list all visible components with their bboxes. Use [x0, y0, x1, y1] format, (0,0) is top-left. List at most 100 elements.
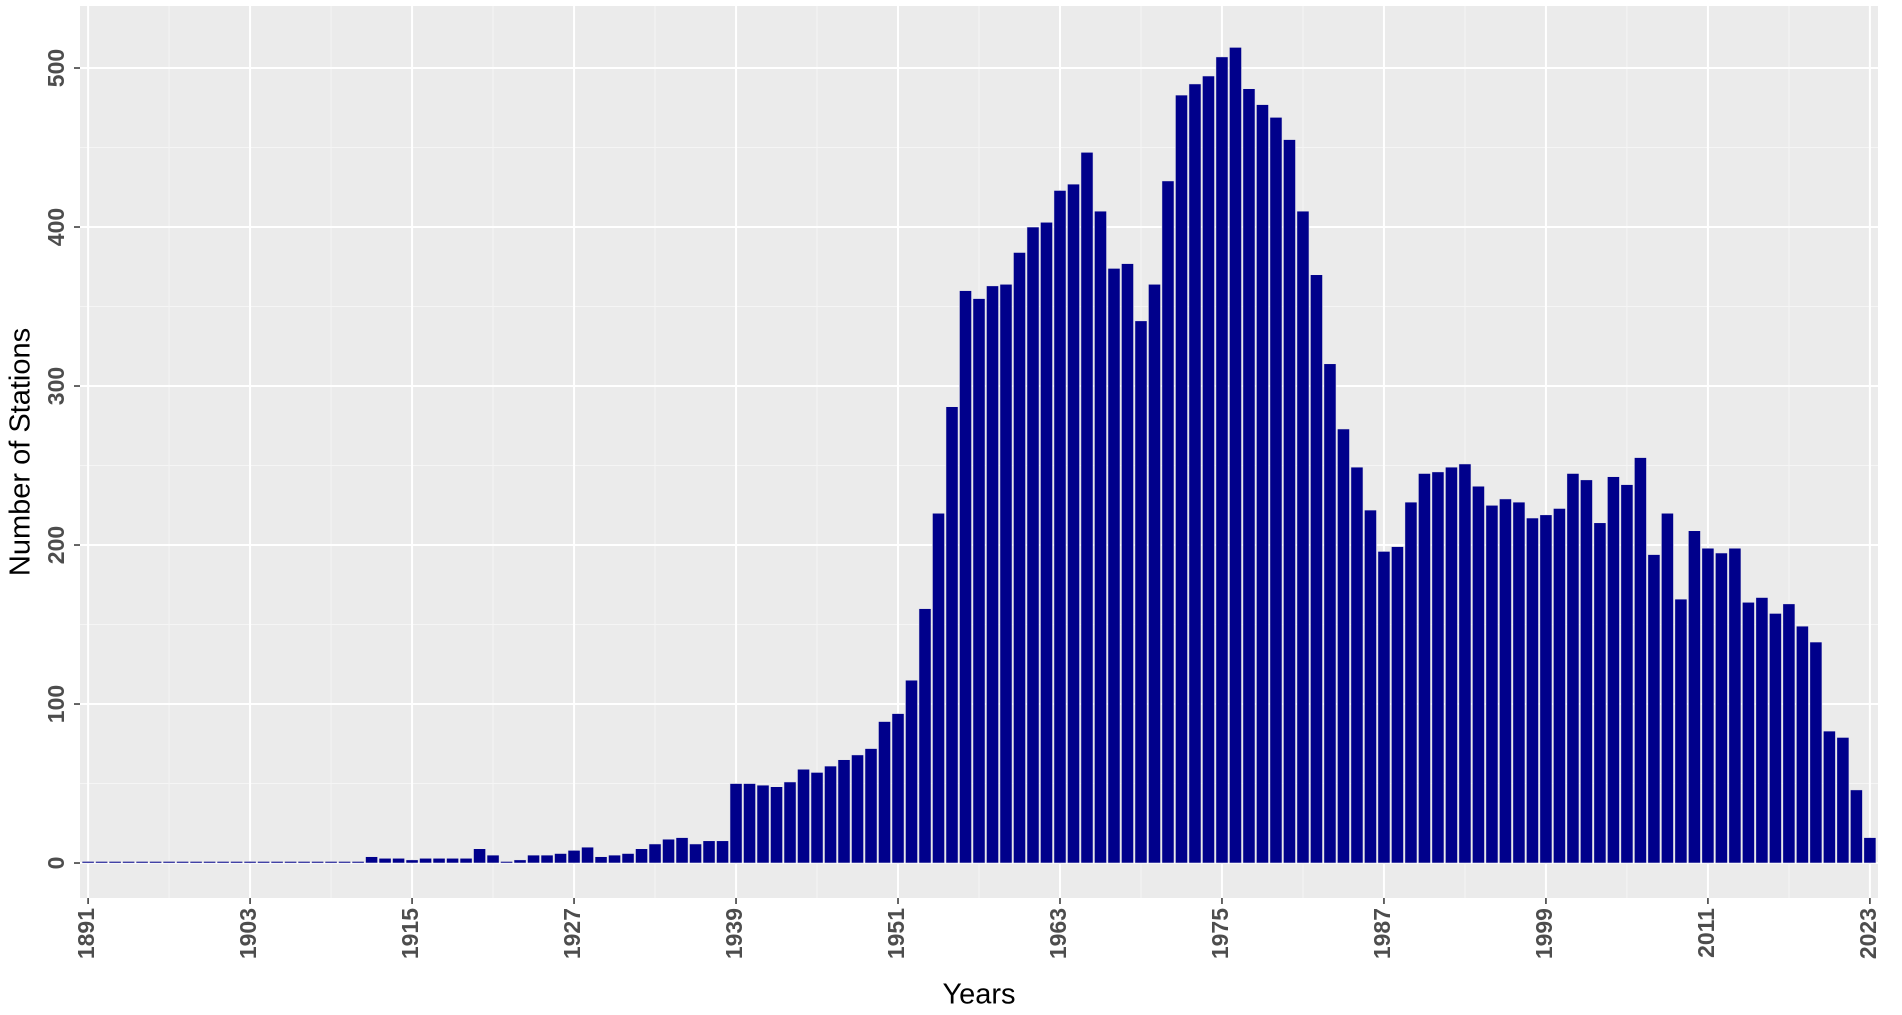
x-axis-title: Years [942, 979, 1015, 1011]
bar [162, 861, 176, 864]
bar [1647, 554, 1661, 864]
bar [918, 608, 932, 864]
bar [689, 843, 702, 864]
bar [1188, 83, 1202, 864]
bar [95, 861, 108, 864]
bar [1499, 498, 1512, 864]
bar [905, 679, 918, 864]
bar [1620, 484, 1634, 864]
bar [1701, 547, 1715, 864]
y-tick-label: 0 [43, 857, 69, 870]
bar [1580, 479, 1593, 864]
bar [257, 861, 270, 864]
bar [1661, 512, 1674, 864]
bar [1067, 183, 1080, 864]
bar [189, 861, 203, 864]
bar [1026, 226, 1040, 864]
bar [1445, 466, 1458, 864]
bar [1728, 547, 1742, 864]
bar [972, 298, 986, 864]
bar [824, 765, 837, 864]
bar [1769, 613, 1782, 864]
bar [797, 768, 810, 864]
x-tick-label: 2023 [1855, 908, 1881, 959]
bar [1094, 210, 1107, 864]
x-tick-label: 1891 [73, 908, 99, 959]
bar [230, 861, 243, 864]
bar [1134, 320, 1148, 864]
bar [1607, 476, 1620, 864]
bar [675, 837, 689, 864]
bar [1121, 263, 1134, 864]
bar [743, 783, 756, 864]
bar [1202, 75, 1215, 864]
bar [635, 848, 648, 864]
y-tick-label: 200 [43, 526, 69, 564]
bar [1850, 789, 1863, 864]
bar [1539, 514, 1553, 864]
bar [1323, 363, 1337, 864]
bar [770, 786, 783, 864]
bar [621, 853, 635, 864]
bar [1593, 522, 1607, 864]
bar [1688, 530, 1701, 864]
bar [878, 721, 891, 864]
bar [1674, 598, 1688, 864]
bar [1242, 88, 1256, 864]
bar [810, 772, 824, 864]
bar [1715, 552, 1728, 864]
bar [284, 861, 297, 864]
bar [662, 838, 675, 864]
bar [891, 713, 905, 864]
y-tick-label: 300 [43, 367, 69, 405]
y-tick-label: 400 [43, 208, 69, 246]
bar [446, 857, 459, 864]
bar [1863, 837, 1877, 864]
x-tick-label: 2011 [1693, 908, 1719, 958]
bar [783, 781, 797, 864]
bar [648, 843, 662, 864]
bar [851, 754, 864, 864]
bar [1472, 485, 1485, 864]
bar [1053, 190, 1067, 864]
bar [1566, 473, 1580, 864]
x-tick-label: 1927 [559, 908, 585, 959]
bar [405, 859, 419, 864]
bar [1782, 603, 1796, 864]
bar [216, 861, 230, 864]
y-tick-label: 500 [43, 49, 69, 87]
bar [135, 861, 149, 864]
bar [1337, 428, 1350, 864]
bar [540, 854, 554, 864]
bar [999, 283, 1013, 864]
bar [959, 290, 972, 864]
bar [459, 857, 473, 864]
bar [702, 840, 716, 864]
bar [932, 512, 945, 864]
bar [986, 285, 999, 864]
bar [1404, 501, 1418, 864]
bar [500, 861, 513, 864]
bar [1296, 210, 1310, 864]
bar [513, 859, 527, 864]
bar [486, 854, 500, 864]
bar [1634, 457, 1647, 864]
bar [1107, 268, 1121, 864]
bar [1418, 473, 1431, 864]
bar [554, 853, 567, 864]
bar [1040, 221, 1053, 864]
bar [324, 861, 338, 864]
bar [1175, 94, 1188, 864]
bar [581, 846, 594, 864]
bar [1283, 139, 1296, 864]
bar [1823, 730, 1836, 864]
bar [527, 854, 540, 864]
bar [149, 861, 162, 864]
bar [1350, 466, 1364, 864]
x-tick-label: 1975 [1207, 908, 1233, 959]
bar [473, 848, 486, 864]
bar [1377, 551, 1391, 864]
bar [567, 849, 581, 864]
bar [243, 861, 257, 864]
bar [1742, 601, 1755, 864]
